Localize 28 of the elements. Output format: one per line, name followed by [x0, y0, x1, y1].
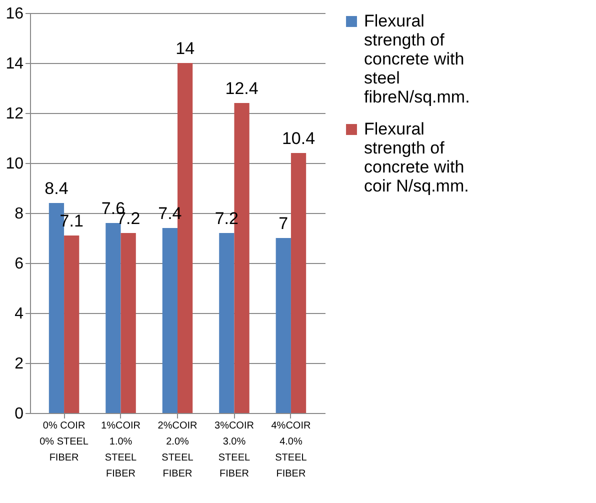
bar: [64, 236, 80, 413]
x-tick-label: 0% COIR 0% STEEL FIBER: [40, 420, 89, 464]
y-tick-label: 2: [14, 356, 24, 372]
data-label: 8.4: [44, 179, 68, 198]
bar: [219, 233, 234, 413]
data-label: 7: [278, 214, 288, 233]
legend-label: Flexural strength of concrete with coir N/sq.mm.: [364, 120, 469, 196]
bar: [276, 238, 291, 413]
y-tick-label: 6: [14, 256, 24, 272]
bar: [162, 228, 178, 413]
bar: [106, 223, 121, 413]
x-tick-label: 2%COIR 2.0% STEEL FIBER: [158, 420, 198, 480]
data-label: 14: [176, 39, 195, 58]
y-tick-label: 0: [14, 406, 24, 422]
data-label: 12.4: [225, 79, 258, 98]
x-tick-label: 1%COIR 1.0% STEEL FIBER: [101, 420, 140, 480]
y-tick-label: 12: [6, 106, 24, 122]
legend-label: Flexural strength of concrete with steel fibreN/sq.mm.: [364, 12, 470, 106]
y-tick-label: 4: [14, 306, 24, 322]
data-label: 10.4: [282, 129, 316, 148]
bar: [290, 153, 306, 413]
y-tick-label: 16: [6, 6, 24, 22]
bar: [120, 233, 136, 413]
y-tick-label: 14: [6, 56, 24, 72]
x-tick-label: 3%COIR 3.0% STEEL FIBER: [214, 420, 254, 480]
y-tick-label: 8: [14, 206, 24, 222]
y-tick-label: 10: [6, 156, 24, 172]
x-tick-label: 4%COIR 4.0% STEEL FIBER: [271, 420, 311, 480]
